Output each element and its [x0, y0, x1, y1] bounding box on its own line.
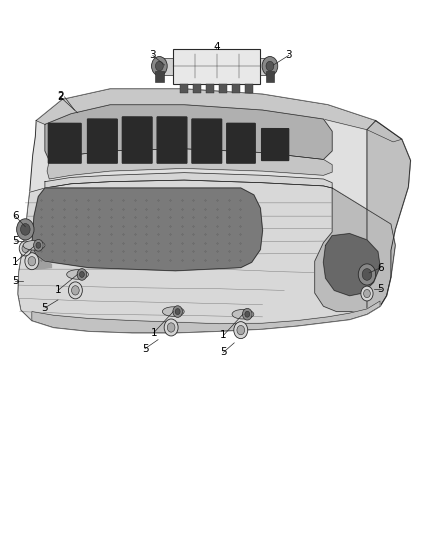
Circle shape [237, 326, 244, 335]
Text: 5: 5 [12, 236, 19, 246]
Text: 5: 5 [142, 344, 148, 354]
Polygon shape [315, 188, 395, 312]
Text: 1: 1 [55, 285, 61, 295]
Ellipse shape [232, 310, 254, 319]
Polygon shape [88, 119, 117, 163]
Polygon shape [122, 117, 152, 163]
Circle shape [21, 223, 30, 235]
Polygon shape [192, 119, 222, 163]
Text: 5: 5 [220, 348, 226, 358]
Circle shape [175, 309, 180, 314]
Text: 5: 5 [42, 303, 48, 313]
Text: 5: 5 [12, 276, 19, 286]
Bar [206, 84, 214, 93]
Polygon shape [261, 128, 289, 160]
Bar [245, 84, 253, 93]
Polygon shape [367, 120, 410, 314]
Circle shape [152, 56, 167, 76]
Polygon shape [28, 245, 51, 269]
Text: 5: 5 [378, 284, 384, 294]
Circle shape [79, 271, 85, 277]
Text: 6: 6 [378, 263, 384, 272]
Text: 1: 1 [150, 328, 157, 338]
Polygon shape [47, 149, 332, 179]
Bar [260, 58, 272, 75]
Bar [219, 84, 227, 93]
Circle shape [34, 239, 43, 251]
Circle shape [71, 286, 79, 295]
Circle shape [22, 245, 28, 253]
Bar [180, 84, 187, 93]
Circle shape [245, 311, 250, 317]
Polygon shape [18, 180, 395, 333]
Polygon shape [323, 233, 380, 296]
Bar [155, 71, 164, 82]
Circle shape [25, 253, 39, 270]
Polygon shape [32, 301, 380, 333]
Bar [173, 49, 260, 84]
Circle shape [266, 61, 274, 71]
Circle shape [234, 321, 248, 338]
Bar [232, 84, 240, 93]
Polygon shape [36, 89, 402, 142]
Ellipse shape [162, 307, 184, 317]
Circle shape [364, 289, 370, 297]
Circle shape [361, 286, 373, 301]
Circle shape [167, 323, 175, 332]
Polygon shape [32, 188, 262, 271]
Ellipse shape [67, 270, 88, 279]
Circle shape [173, 306, 183, 317]
Circle shape [362, 269, 372, 280]
Circle shape [19, 241, 32, 256]
Polygon shape [45, 173, 332, 188]
Polygon shape [227, 123, 255, 163]
Text: 1: 1 [220, 330, 226, 341]
Bar [265, 71, 274, 82]
Bar [161, 58, 174, 75]
Circle shape [28, 256, 35, 266]
Circle shape [243, 309, 252, 320]
Polygon shape [157, 117, 187, 163]
Text: 3: 3 [285, 51, 292, 60]
Text: 4: 4 [213, 42, 220, 52]
Text: 3: 3 [149, 51, 156, 60]
Circle shape [155, 61, 163, 71]
Polygon shape [18, 89, 410, 333]
Polygon shape [48, 123, 81, 163]
Text: 2: 2 [57, 91, 64, 101]
Circle shape [68, 282, 82, 299]
Bar [193, 84, 201, 93]
Circle shape [262, 56, 278, 76]
Circle shape [358, 264, 376, 285]
Circle shape [36, 243, 41, 248]
Polygon shape [45, 105, 332, 160]
Text: 6: 6 [12, 211, 19, 221]
Circle shape [17, 219, 34, 240]
Circle shape [77, 269, 87, 280]
Text: 1: 1 [12, 257, 19, 267]
Text: 2: 2 [57, 92, 64, 102]
Circle shape [164, 319, 178, 336]
Ellipse shape [23, 240, 45, 250]
